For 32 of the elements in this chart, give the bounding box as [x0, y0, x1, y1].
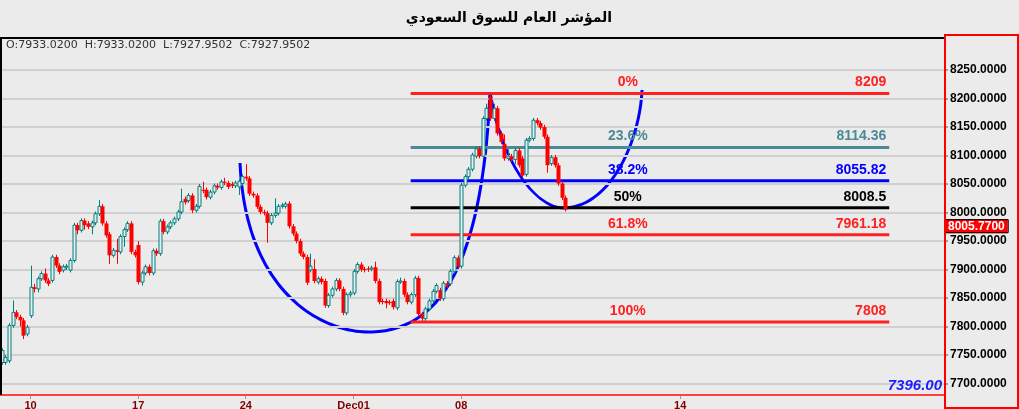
- y-tick-label: 8050.0000: [950, 176, 1008, 191]
- y-tick-label: 8200.0000: [950, 90, 1008, 105]
- x-tick-label: 17: [132, 398, 145, 409]
- x-tick-label: Dec01: [337, 398, 370, 409]
- ref-line-label: 8114.36: [836, 127, 887, 144]
- ref-line-label: 8008.5: [843, 187, 887, 204]
- annotation: 50%: [613, 187, 643, 204]
- y-tick-label: 8250.0000: [950, 62, 1008, 77]
- annotation: 100%: [609, 301, 647, 318]
- y-tick-label: 8150.0000: [950, 119, 1008, 134]
- chart-title: المؤشر العام للسوق السعودي: [405, 8, 613, 27]
- annotation: 61.8%: [607, 214, 649, 231]
- y-tick-label: 8100.0000: [950, 147, 1008, 162]
- ref-line-label: 8055.82: [835, 160, 887, 177]
- annotation: O:7933.0200 H:7933.0200 L:7927.9502 C:7927.9502: [6, 38, 311, 52]
- y-tick-label: 7850.0000: [950, 290, 1008, 305]
- text: 8005.7700: [948, 218, 1006, 233]
- y-tick-label: 7800.0000: [950, 318, 1008, 333]
- y-tick-label: 7700.0000: [950, 375, 1008, 390]
- x-tick-label: 24: [239, 398, 253, 409]
- y-tick-label: 7750.0000: [950, 347, 1008, 362]
- ref-line-label: 7808: [855, 301, 887, 318]
- y-tick-label: 7950.0000: [950, 233, 1008, 248]
- x-tick-label: 14: [674, 398, 688, 409]
- ref-line-label: 7961.18: [835, 214, 887, 231]
- x-tick-label: 08: [455, 398, 468, 409]
- y-tick-label: 8000.0000: [950, 204, 1008, 219]
- annotation: 7396.00: [887, 375, 943, 393]
- x-tick-label: 10: [24, 398, 37, 409]
- annotation: 0%: [617, 73, 639, 90]
- y-tick-label: 7900.0000: [950, 261, 1008, 276]
- ref-line-label: 8209: [855, 73, 887, 90]
